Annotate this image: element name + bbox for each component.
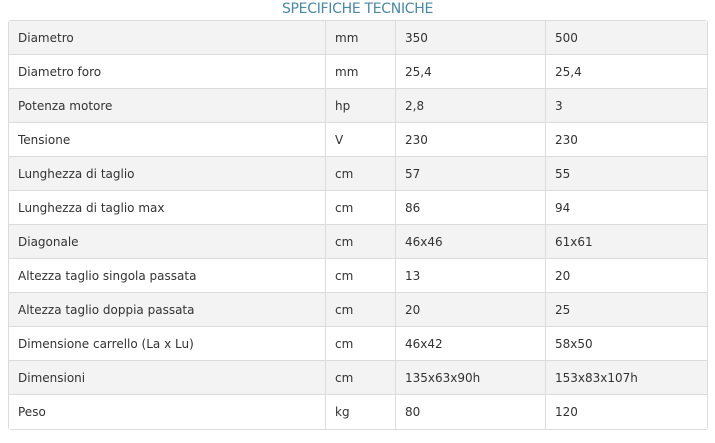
spec-value-1: 57 bbox=[396, 157, 546, 191]
table-row: Dimensioni cm 135x63x90h 153x83x107h bbox=[9, 361, 707, 395]
table-row: Tensione V 230 230 bbox=[9, 123, 707, 157]
spec-name: Tensione bbox=[9, 123, 326, 157]
spec-name: Diametro bbox=[9, 21, 326, 55]
table-row: Peso kg 80 120 bbox=[9, 395, 707, 429]
spec-value-1: 86 bbox=[396, 191, 546, 225]
spec-name: Potenza motore bbox=[9, 89, 326, 123]
spec-value-1: 46x42 bbox=[396, 327, 546, 361]
spec-value-2: 20 bbox=[546, 259, 707, 293]
table-row: Diametro mm 350 500 bbox=[9, 21, 707, 55]
table-row: Diagonale cm 46x46 61x61 bbox=[9, 225, 707, 259]
spec-value-2: 120 bbox=[546, 395, 707, 429]
spec-value-2: 58x50 bbox=[546, 327, 707, 361]
spec-name: Diagonale bbox=[9, 225, 326, 259]
table-row: Lunghezza di taglio cm 57 55 bbox=[9, 157, 707, 191]
spec-unit: hp bbox=[326, 89, 396, 123]
spec-unit: V bbox=[326, 123, 396, 157]
spec-value-1: 230 bbox=[396, 123, 546, 157]
spec-value-2: 94 bbox=[546, 191, 707, 225]
spec-value-2: 230 bbox=[546, 123, 707, 157]
table-row: Lunghezza di taglio max cm 86 94 bbox=[9, 191, 707, 225]
page-title: SPECIFICHE TECNICHE bbox=[0, 1, 715, 17]
title-text: SPECIFICHE TECNICHE bbox=[281, 1, 434, 17]
spec-value-2: 3 bbox=[546, 89, 707, 123]
spec-unit: kg bbox=[326, 395, 396, 429]
table-row: Diametro foro mm 25,4 25,4 bbox=[9, 55, 707, 89]
table-row: Potenza motore hp 2,8 3 bbox=[9, 89, 707, 123]
spec-name: Dimensioni bbox=[9, 361, 326, 395]
table-row: Altezza taglio doppia passata cm 20 25 bbox=[9, 293, 707, 327]
spec-name: Peso bbox=[9, 395, 326, 429]
spec-unit: cm bbox=[326, 293, 396, 327]
spec-value-1: 13 bbox=[396, 259, 546, 293]
spec-unit: cm bbox=[326, 361, 396, 395]
spec-name: Lunghezza di taglio max bbox=[9, 191, 326, 225]
spec-unit: cm bbox=[326, 327, 396, 361]
table-row: Altezza taglio singola passata cm 13 20 bbox=[9, 259, 707, 293]
spec-unit: cm bbox=[326, 259, 396, 293]
spec-value-1: 25,4 bbox=[396, 55, 546, 89]
spec-unit: cm bbox=[326, 225, 396, 259]
spec-value-1: 20 bbox=[396, 293, 546, 327]
spec-value-2: 153x83x107h bbox=[546, 361, 707, 395]
spec-name: Lunghezza di taglio bbox=[9, 157, 326, 191]
spec-value-2: 25 bbox=[546, 293, 707, 327]
spec-name: Altezza taglio doppia passata bbox=[9, 293, 326, 327]
spec-unit: cm bbox=[326, 191, 396, 225]
spec-name: Diametro foro bbox=[9, 55, 326, 89]
spec-value-2: 61x61 bbox=[546, 225, 707, 259]
spec-name: Altezza taglio singola passata bbox=[9, 259, 326, 293]
spec-value-2: 55 bbox=[546, 157, 707, 191]
spec-value-2: 25,4 bbox=[546, 55, 707, 89]
spec-value-1: 135x63x90h bbox=[396, 361, 546, 395]
table-row: Dimensione carrello (La x Lu) cm 46x42 58x5… bbox=[9, 327, 707, 361]
spec-unit: cm bbox=[326, 157, 396, 191]
spec-value-1: 350 bbox=[396, 21, 546, 55]
spec-table: Diametro mm 350 500 Diametro foro mm 25,4 25,4 P… bbox=[8, 20, 708, 430]
spec-unit: mm bbox=[326, 21, 396, 55]
spec-value-2: 500 bbox=[546, 21, 707, 55]
spec-unit: mm bbox=[326, 55, 396, 89]
spec-value-1: 80 bbox=[396, 395, 546, 429]
spec-name: Dimensione carrello (La x Lu) bbox=[9, 327, 326, 361]
spec-value-1: 46x46 bbox=[396, 225, 546, 259]
spec-value-1: 2,8 bbox=[396, 89, 546, 123]
